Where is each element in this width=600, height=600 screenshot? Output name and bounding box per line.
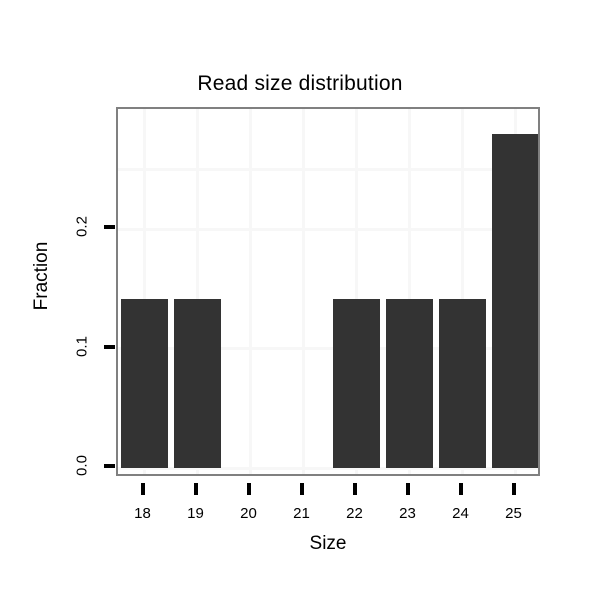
x-tick-label: 21 [293, 505, 310, 522]
bar [173, 298, 222, 468]
x-tick-mark [140, 483, 145, 495]
x-tick-mark [405, 483, 410, 495]
x-tick-mark [299, 483, 304, 495]
gridline-horizontal [118, 347, 538, 351]
gridline-vertical [461, 109, 464, 474]
x-tick-label: 18 [134, 505, 151, 522]
x-tick-label: 20 [240, 505, 257, 522]
bar [491, 133, 538, 468]
x-tick-mark [246, 483, 251, 495]
x-tick-mark [352, 483, 357, 495]
x-tick-label: 23 [399, 505, 416, 522]
y-axis-title: Fraction [31, 241, 52, 311]
gridline-vertical [408, 109, 411, 474]
x-tick-label: 25 [505, 505, 522, 522]
y-tick-mark [104, 344, 115, 349]
gridline-vertical [355, 109, 358, 474]
gridline-vertical [249, 109, 252, 474]
x-axis-title: Size [309, 533, 347, 554]
x-tick-mark [193, 483, 198, 495]
x-tick-mark [511, 483, 516, 495]
x-tick-label: 24 [452, 505, 469, 522]
gridline-vertical [302, 109, 305, 474]
plot-panel [116, 107, 540, 476]
plot-area [118, 109, 538, 474]
gridline-horizontal [118, 168, 538, 172]
y-tick-mark [104, 225, 115, 230]
bar [385, 298, 434, 468]
y-tick-label: 0.2 [73, 216, 91, 238]
bar [120, 298, 169, 468]
gridline-vertical [143, 109, 146, 474]
bar [332, 298, 381, 468]
y-tick-label: 0.1 [73, 335, 91, 357]
gridline-vertical [196, 109, 199, 474]
y-tick-label: 0.0 [73, 455, 91, 476]
x-tick-mark [458, 483, 463, 495]
gridline-horizontal [118, 227, 538, 231]
x-tick-label: 19 [187, 505, 204, 522]
x-tick-label: 22 [346, 505, 363, 522]
y-tick-mark [104, 464, 115, 468]
gridline-horizontal [118, 466, 538, 470]
bar [438, 298, 487, 468]
chart-title: Read size distribution [197, 72, 403, 95]
